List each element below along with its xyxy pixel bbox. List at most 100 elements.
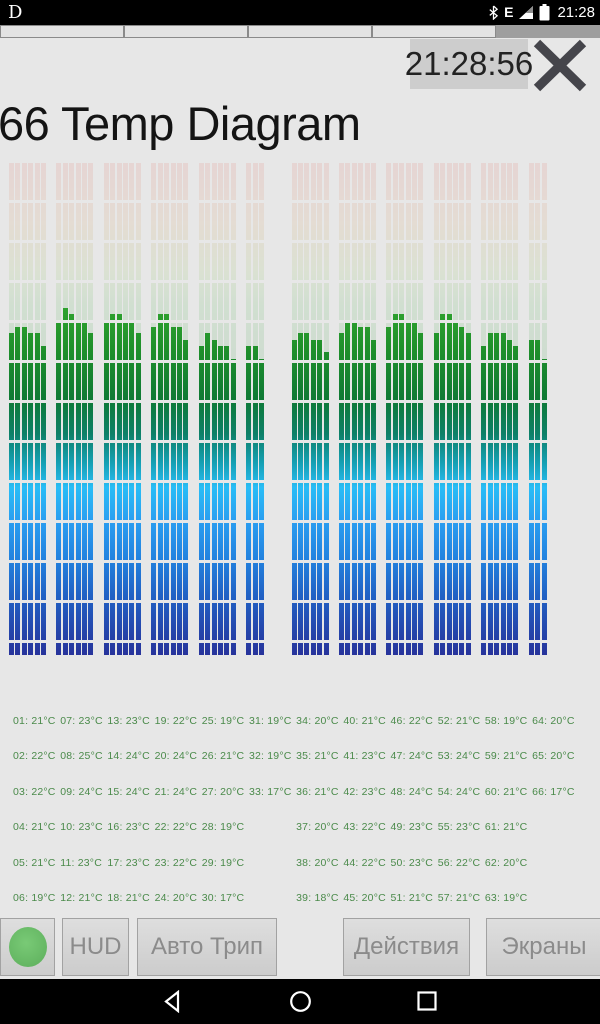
- temp-bar: [487, 163, 493, 655]
- android-nav-bar: [0, 979, 600, 1024]
- network-type-label: E: [504, 4, 514, 20]
- app-logo: D: [8, 2, 23, 23]
- temp-label: 14: 24°C: [107, 750, 150, 763]
- actions-button[interactable]: Действия: [343, 918, 470, 976]
- temp-label: 40: 21°C: [343, 715, 386, 727]
- temp-bar: [339, 163, 344, 655]
- temp-bar: [535, 163, 541, 655]
- temp-bar: [500, 163, 506, 655]
- pager-segment[interactable]: [248, 25, 372, 38]
- recents-icon: [417, 991, 437, 1011]
- temp-bar: [164, 163, 170, 655]
- temp-bar: [541, 163, 547, 655]
- bluetooth-icon: [489, 5, 499, 20]
- temp-label: 53: 24°C: [437, 750, 481, 763]
- temp-bar: [345, 163, 351, 655]
- temp-column: 52: 21°C 53: 24°C 54: 24°C 55: 23°C 56: 22°C…: [438, 704, 485, 916]
- temp-label: 24: 20°C: [154, 891, 198, 904]
- temp-label: 50: 23°C: [390, 856, 434, 869]
- temp-bar: [386, 163, 392, 655]
- temp-label: 41: 23°C: [343, 750, 386, 763]
- temp-bar: [176, 163, 182, 655]
- temp-label: 52: 21°C: [437, 715, 481, 727]
- temp-label: 11: 23°C: [60, 856, 102, 869]
- temp-label: 47: 24°C: [390, 750, 434, 763]
- pager-segment[interactable]: [0, 25, 124, 38]
- temp-label: 23: 22°C: [154, 856, 198, 869]
- status-indicator-button[interactable]: [0, 918, 55, 976]
- temp-bar: [123, 163, 129, 655]
- temp-label: 57: 21°C: [437, 891, 481, 904]
- temp-label: 29: 19°C: [201, 856, 245, 869]
- temp-bar: [364, 163, 370, 655]
- temp-label: 49: 23°C: [390, 821, 434, 834]
- bar-group: [56, 163, 94, 655]
- temp-label: 22: 22°C: [154, 821, 198, 834]
- temp-bar: [433, 163, 439, 655]
- temp-bar: [129, 163, 135, 655]
- temp-label: 08: 25°C: [60, 750, 103, 763]
- hud-button[interactable]: HUD: [62, 918, 129, 976]
- temp-column: 31: 19°C 32: 19°C 33: 17°C: [249, 704, 296, 916]
- temp-label: 48: 24°C: [390, 785, 434, 798]
- temp-bar: [88, 163, 94, 655]
- close-button[interactable]: [531, 38, 589, 92]
- temp-label: 16: 23°C: [107, 821, 150, 834]
- temp-label: 03: 22°C: [13, 785, 56, 798]
- temp-label: 44: 22°C: [343, 856, 386, 869]
- temp-bar: [252, 163, 258, 655]
- temp-label: 02: 22°C: [13, 750, 56, 763]
- temp-label: 26: 21°C: [201, 750, 245, 763]
- temp-column: 34: 20°C 35: 21°C 36: 21°C 37: 20°C 38: 20°C…: [296, 704, 343, 916]
- temp-bar: [183, 163, 189, 655]
- temp-label: 39: 18°C: [296, 891, 339, 904]
- temp-label: 65: 20°C: [532, 750, 575, 763]
- pager-segment[interactable]: [124, 25, 248, 38]
- temp-label: 10: 23°C: [60, 821, 103, 834]
- temp-label: 27: 20°C: [201, 785, 245, 798]
- temp-bar: [40, 163, 46, 655]
- temp-label: 34: 20°C: [296, 715, 339, 727]
- temp-label: 33: 17°C: [248, 785, 292, 798]
- bar-group: [198, 163, 236, 655]
- temp-bar: [465, 163, 471, 655]
- recents-button[interactable]: [416, 990, 438, 1015]
- temp-bar: [116, 163, 122, 655]
- home-button[interactable]: [289, 990, 312, 1016]
- temp-label: 15: 24°C: [107, 785, 150, 798]
- back-button[interactable]: [163, 989, 180, 1016]
- temp-column: 46: 22°C 47: 24°C 48: 24°C 49: 23°C 50: 23°C…: [391, 704, 438, 916]
- bar-group: [528, 163, 547, 655]
- pager-segment[interactable]: [372, 25, 496, 38]
- temp-bar: [246, 163, 252, 655]
- home-icon: [290, 991, 311, 1012]
- temp-bar: [157, 163, 163, 655]
- temp-bar: [358, 163, 364, 655]
- temp-bar: [304, 163, 310, 655]
- back-icon: [164, 989, 180, 1014]
- temp-bar: [370, 163, 376, 655]
- temp-bar: [494, 163, 500, 655]
- temp-bar: [170, 163, 176, 655]
- auto-trip-button[interactable]: Авто Трип: [137, 918, 277, 976]
- temp-label: 42: 23°C: [343, 785, 386, 798]
- bar-group: [103, 163, 141, 655]
- temp-column: 19: 22°C 20: 24°C 21: 24°C 22: 22°C 23: 22°C…: [155, 704, 202, 916]
- temp-label: 62: 20°C: [484, 856, 528, 869]
- status-bar: D E 21:28: [0, 0, 600, 25]
- temp-bar: [528, 163, 534, 655]
- temp-bar: [506, 163, 512, 655]
- temp-label: 20: 24°C: [154, 750, 198, 763]
- battery-icon: [539, 4, 550, 21]
- temp-label: 07: 23°C: [60, 715, 103, 727]
- page-title: 66 Temp Diagram: [0, 97, 361, 150]
- temp-bar: [259, 163, 265, 655]
- temp-bar: [75, 163, 81, 655]
- temp-bar: [151, 163, 157, 655]
- temp-bar: [399, 163, 405, 655]
- temp-bar: [224, 163, 230, 655]
- temp-bar: [15, 163, 21, 655]
- screens-button[interactable]: Экраны: [486, 918, 600, 976]
- temp-label: 55: 23°C: [437, 821, 481, 834]
- temp-column: 25: 19°C 26: 21°C 27: 20°C 28: 19°C 29: 19°C…: [202, 704, 249, 916]
